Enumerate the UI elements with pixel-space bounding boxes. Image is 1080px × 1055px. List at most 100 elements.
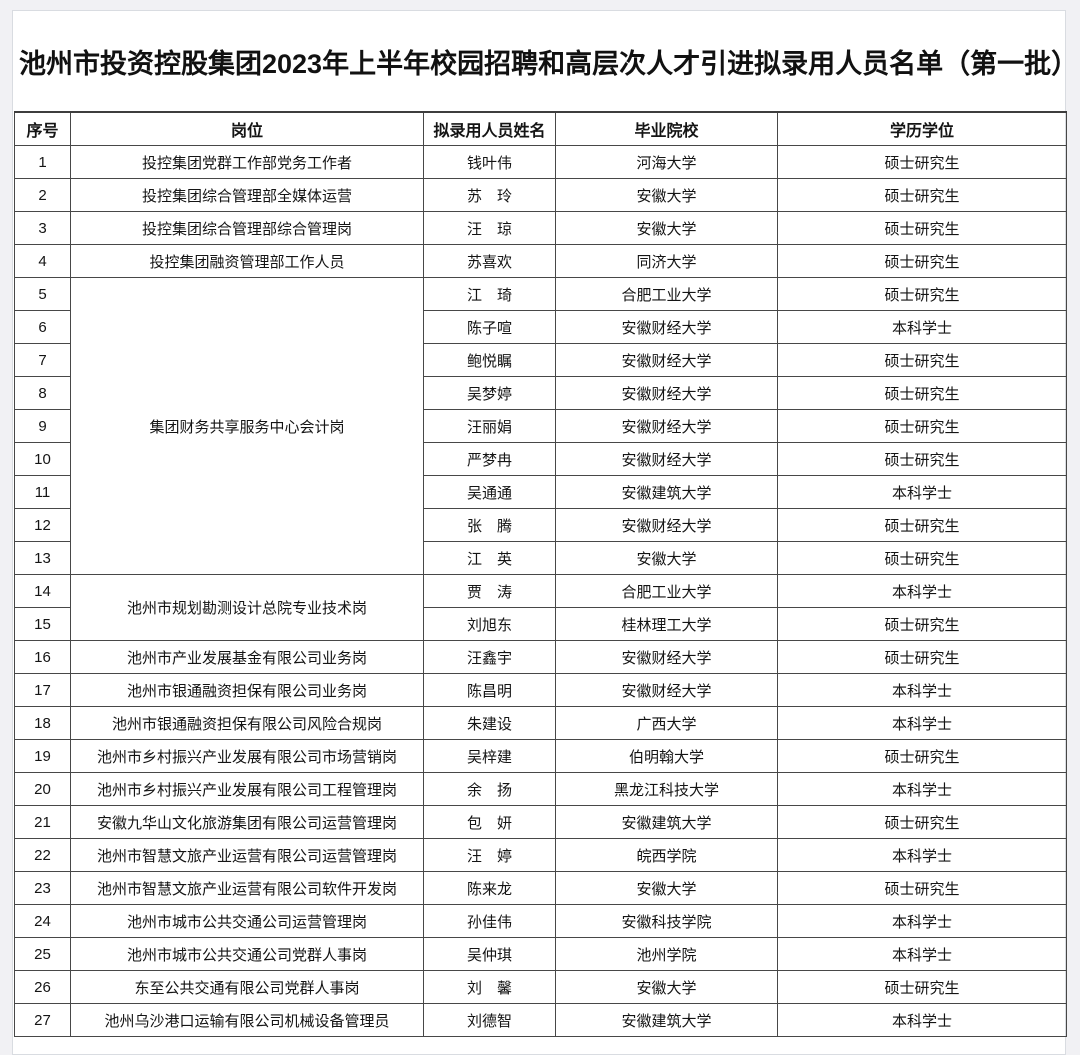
cell-position: 集团财务共享服务中心会计岗 bbox=[70, 277, 424, 575]
cell-name: 刘 馨 bbox=[423, 970, 556, 1004]
cell-no: 26 bbox=[14, 970, 71, 1004]
column-header-index: 序号 bbox=[14, 111, 71, 146]
cell-name: 吴梓建 bbox=[423, 739, 556, 773]
cell-name: 朱建设 bbox=[423, 706, 556, 740]
cell-name: 余 扬 bbox=[423, 772, 556, 806]
table-row: 2 投控集团综合管理部全媒体运营苏 玲安徽大学 硕士研究生 bbox=[14, 178, 1067, 212]
table-row: 25 池州市城市公共交通公司党群人事岗 吴仲琪 池州学院 本科学士 bbox=[14, 937, 1067, 971]
cell-school: 黑龙江科技大学 bbox=[555, 772, 778, 806]
cell-school: 合肥工业大学 bbox=[555, 277, 778, 311]
cell-no: 20 bbox=[14, 772, 71, 806]
cell-degree: 硕士研究生 bbox=[777, 178, 1067, 212]
cell-degree: 本科学士 bbox=[777, 673, 1067, 707]
cell-school: 安徽财经大学 bbox=[555, 640, 778, 674]
cell-degree: 本科学士 bbox=[777, 475, 1067, 509]
table-row: 15 刘旭东 桂林理工大学 硕士研究生 bbox=[14, 607, 1067, 641]
cell-school: 安徽科技学院 bbox=[555, 904, 778, 938]
cell-no: 25 bbox=[14, 937, 71, 971]
cell-school: 安徽大学 bbox=[555, 178, 778, 212]
cell-name: 苏喜欢 bbox=[423, 244, 556, 278]
cell-no: 22 bbox=[14, 838, 71, 872]
cell-no: 18 bbox=[14, 706, 71, 740]
cell-no: 4 bbox=[14, 244, 71, 278]
cell-degree: 硕士研究生 bbox=[777, 343, 1067, 377]
cell-school: 安徽大学 bbox=[555, 211, 778, 245]
cell-school: 安徽建筑大学 bbox=[555, 1003, 778, 1037]
cell-no: 23 bbox=[14, 871, 71, 905]
cell-name: 张 腾 bbox=[423, 508, 556, 542]
cell-school: 安徽财经大学 bbox=[555, 508, 778, 542]
cell-name: 苏 玲 bbox=[423, 178, 556, 212]
cell-position: 投控集团综合管理部综合管理岗 bbox=[70, 211, 424, 245]
cell-degree: 硕士研究生 bbox=[777, 805, 1067, 839]
cell-school: 安徽财经大学 bbox=[555, 376, 778, 410]
cell-degree: 本科学士 bbox=[777, 574, 1067, 608]
cell-school: 安徽建筑大学 bbox=[555, 805, 778, 839]
cell-position: 投控集团融资管理部工作人员 bbox=[70, 244, 424, 278]
cell-name: 汪丽娟 bbox=[423, 409, 556, 443]
cell-degree: 硕士研究生 bbox=[777, 211, 1067, 245]
cell-position: 池州市智慧文旅产业运营有限公司软件开发岗 bbox=[70, 871, 424, 905]
cell-school: 安徽财经大学 bbox=[555, 442, 778, 476]
cell-no: 2 bbox=[14, 178, 71, 212]
cell-no: 7 bbox=[14, 343, 71, 377]
cell-no: 27 bbox=[14, 1003, 71, 1037]
cell-school: 池州学院 bbox=[555, 937, 778, 971]
cell-degree: 硕士研究生 bbox=[777, 145, 1067, 179]
page-title: 池州市投资控股集团2023年上半年校园招聘和高层次人才引进拟录用人员名单（第一批… bbox=[19, 49, 1079, 79]
column-header-position: 岗位 bbox=[70, 111, 424, 146]
header-row: 序号 岗位 拟录用人员姓名 毕业院校 学历学位 bbox=[14, 111, 1067, 146]
cell-school: 同济大学 bbox=[555, 244, 778, 278]
cell-position: 池州乌沙港口运输有限公司机械设备管理员 bbox=[70, 1003, 424, 1037]
cell-position: 安徽九华山文化旅游集团有限公司运营管理岗 bbox=[70, 805, 424, 839]
cell-degree: 硕士研究生 bbox=[777, 508, 1067, 542]
cell-degree: 硕士研究生 bbox=[777, 244, 1067, 278]
cell-school: 皖西学院 bbox=[555, 838, 778, 872]
cell-no: 17 bbox=[14, 673, 71, 707]
cell-degree: 本科学士 bbox=[777, 772, 1067, 806]
cell-name: 包 妍 bbox=[423, 805, 556, 839]
cell-no: 8 bbox=[14, 376, 71, 410]
table-row: 7 鲍悦瞩 安徽财经大学 硕士研究生 bbox=[14, 343, 1067, 377]
column-header-degree: 学历学位 bbox=[777, 111, 1067, 146]
cell-degree: 本科学士 bbox=[777, 838, 1067, 872]
cell-school: 伯明翰大学 bbox=[555, 739, 778, 773]
cell-name: 吴通通 bbox=[423, 475, 556, 509]
cell-degree: 本科学士 bbox=[777, 310, 1067, 344]
table-row: 24 池州市城市公共交通公司运营管理岗 孙佳伟 安徽科技学院 本科学士 bbox=[14, 904, 1067, 938]
cell-degree: 硕士研究生 bbox=[777, 376, 1067, 410]
table-row: 8 吴梦婷 安徽财经大学 硕士研究生 bbox=[14, 376, 1067, 410]
table-row: 5 集团财务共享服务中心会计岗江 琦合肥工业大学 硕士研究生 bbox=[14, 277, 1067, 575]
cell-name: 鲍悦瞩 bbox=[423, 343, 556, 377]
table-row: 9 汪丽娟 安徽财经大学 硕士研究生 bbox=[14, 409, 1067, 443]
cell-degree: 硕士研究生 bbox=[777, 541, 1067, 575]
table-row: 22 池州市智慧文旅产业运营有限公司运营管理岗汪 婷皖西学院 本科学士 bbox=[14, 838, 1067, 872]
cell-name: 汪 琼 bbox=[423, 211, 556, 245]
cell-name: 孙佳伟 bbox=[423, 904, 556, 938]
cell-degree: 硕士研究生 bbox=[777, 871, 1067, 905]
column-header-name: 拟录用人员姓名 bbox=[423, 111, 556, 146]
table-row: 12 张 腾安徽财经大学 硕士研究生 bbox=[14, 508, 1067, 542]
table-row: 23 池州市智慧文旅产业运营有限公司软件开发岗 陈来龙 安徽大学 硕士研究生 bbox=[14, 871, 1067, 905]
cell-no: 14 bbox=[14, 574, 71, 608]
cell-school: 安徽建筑大学 bbox=[555, 475, 778, 509]
table-row: 26 东至公共交通有限公司党群人事岗刘 馨安徽大学 硕士研究生 bbox=[14, 970, 1067, 1004]
cell-school: 安徽财经大学 bbox=[555, 673, 778, 707]
cell-school: 安徽大学 bbox=[555, 541, 778, 575]
cell-degree: 硕士研究生 bbox=[777, 607, 1067, 641]
table-row: 27 池州乌沙港口运输有限公司机械设备管理员 刘德智 安徽建筑大学 本科学士 bbox=[14, 1003, 1067, 1037]
column-header-school: 毕业院校 bbox=[555, 111, 778, 146]
table-row: 4 投控集团融资管理部工作人员 苏喜欢 同济大学 硕士研究生 bbox=[14, 244, 1067, 278]
cell-no: 1 bbox=[14, 145, 71, 179]
cell-name: 江 英 bbox=[423, 541, 556, 575]
cell-no: 16 bbox=[14, 640, 71, 674]
cell-position: 投控集团党群工作部党务工作者 bbox=[70, 145, 424, 179]
table-row: 14 池州市规划勘测设计总院专业技术岗贾 涛合肥工业大学 本科学士 bbox=[14, 574, 1067, 641]
document-page: 池州市投资控股集团2023年上半年校园招聘和高层次人才引进拟录用人员名单（第一批… bbox=[12, 10, 1079, 1055]
cell-school: 河海大学 bbox=[555, 145, 778, 179]
cell-name: 汪 婷 bbox=[423, 838, 556, 872]
recruitment-roster-table: 序号 岗位 拟录用人员姓名 毕业院校 学历学位 1 投控集团党群工作部党务工作者 钱叶伟 河海… bbox=[14, 111, 1067, 1037]
cell-no: 3 bbox=[14, 211, 71, 245]
cell-name: 吴仲琪 bbox=[423, 937, 556, 971]
table-row: 19 池州市乡村振兴产业发展有限公司市场营销岗 吴梓建 伯明翰大学 硕士研究生 bbox=[14, 739, 1067, 773]
